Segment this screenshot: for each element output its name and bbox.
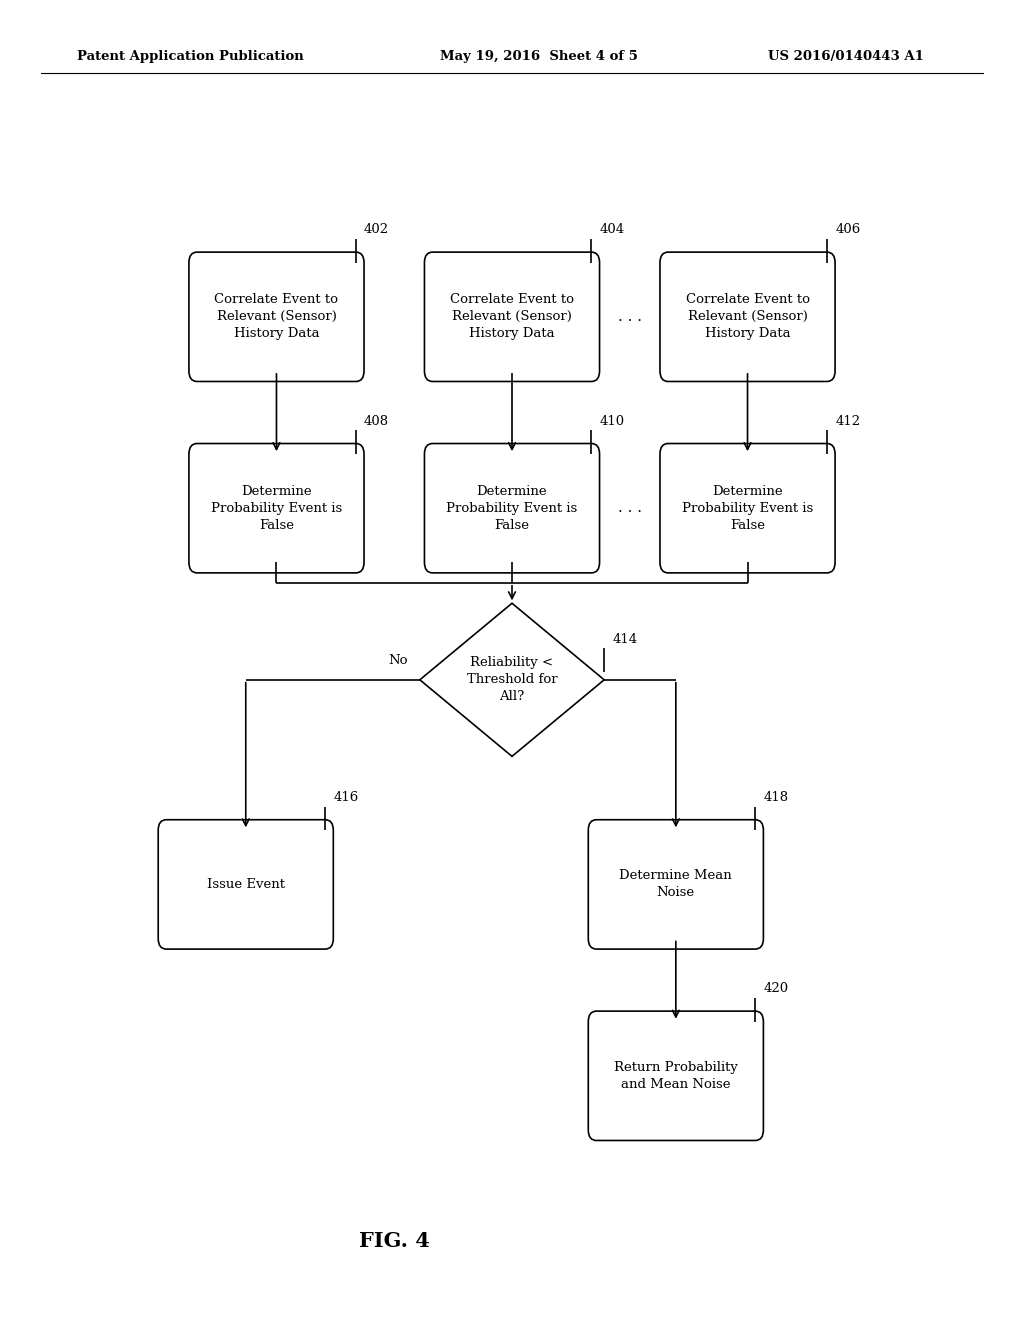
Text: FIG. 4: FIG. 4 (358, 1230, 430, 1251)
FancyBboxPatch shape (588, 820, 764, 949)
Text: Correlate Event to
Relevant (Sensor)
History Data: Correlate Event to Relevant (Sensor) His… (450, 293, 574, 341)
Text: No: No (388, 653, 408, 667)
FancyBboxPatch shape (424, 444, 599, 573)
Text: 412: 412 (836, 414, 860, 428)
FancyBboxPatch shape (158, 820, 333, 949)
Text: Issue Event: Issue Event (207, 878, 285, 891)
Text: 408: 408 (365, 414, 389, 428)
Text: 416: 416 (334, 791, 358, 804)
Text: 404: 404 (600, 223, 625, 236)
Text: . . .: . . . (617, 310, 642, 323)
Text: Determine Mean
Noise: Determine Mean Noise (620, 870, 732, 899)
FancyBboxPatch shape (588, 1011, 764, 1140)
Text: Return Probability
and Mean Noise: Return Probability and Mean Noise (614, 1061, 737, 1090)
FancyBboxPatch shape (659, 444, 835, 573)
Text: Patent Application Publication: Patent Application Publication (77, 50, 303, 63)
Text: May 19, 2016  Sheet 4 of 5: May 19, 2016 Sheet 4 of 5 (440, 50, 638, 63)
Text: 406: 406 (836, 223, 860, 236)
Text: 410: 410 (600, 414, 625, 428)
Text: . . .: . . . (617, 502, 642, 515)
Text: Determine
Probability Event is
False: Determine Probability Event is False (682, 484, 813, 532)
Text: Correlate Event to
Relevant (Sensor)
History Data: Correlate Event to Relevant (Sensor) His… (214, 293, 339, 341)
Text: Correlate Event to
Relevant (Sensor)
History Data: Correlate Event to Relevant (Sensor) His… (685, 293, 810, 341)
Text: 420: 420 (764, 982, 788, 995)
Text: US 2016/0140443 A1: US 2016/0140443 A1 (768, 50, 924, 63)
FancyBboxPatch shape (188, 444, 365, 573)
Polygon shape (420, 603, 604, 756)
Text: Determine
Probability Event is
False: Determine Probability Event is False (211, 484, 342, 532)
Text: 414: 414 (612, 632, 638, 645)
FancyBboxPatch shape (424, 252, 599, 381)
Text: 418: 418 (764, 791, 788, 804)
Text: 402: 402 (365, 223, 389, 236)
FancyBboxPatch shape (659, 252, 835, 381)
Text: Determine
Probability Event is
False: Determine Probability Event is False (446, 484, 578, 532)
Text: Reliability <
Threshold for
All?: Reliability < Threshold for All? (467, 656, 557, 704)
FancyBboxPatch shape (188, 252, 365, 381)
